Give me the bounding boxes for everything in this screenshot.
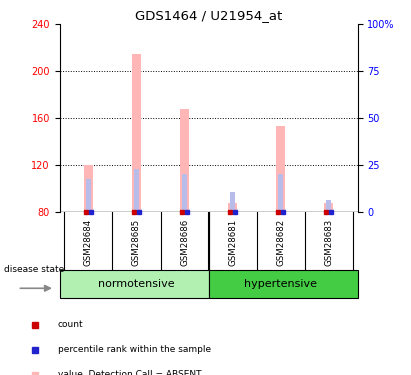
Bar [276, 126, 285, 212]
Text: GSM28684: GSM28684 [84, 219, 93, 266]
Text: GSM28686: GSM28686 [180, 219, 189, 266]
Bar [132, 54, 141, 212]
Title: GDS1464 / U21954_at: GDS1464 / U21954_at [135, 9, 282, 22]
Text: disease state: disease state [4, 265, 65, 274]
Bar [324, 202, 333, 212]
Bar [326, 200, 331, 212]
Bar [278, 174, 283, 212]
Text: hypertensive: hypertensive [244, 279, 317, 289]
Text: GSM28682: GSM28682 [276, 219, 285, 266]
Text: percentile rank within the sample: percentile rank within the sample [58, 345, 211, 354]
Bar [84, 165, 93, 212]
Bar [209, 270, 358, 298]
Bar [228, 202, 237, 212]
Bar [182, 174, 187, 212]
Text: value, Detection Call = ABSENT: value, Detection Call = ABSENT [58, 370, 201, 375]
Text: GSM28683: GSM28683 [324, 219, 333, 266]
Bar [86, 179, 91, 212]
Bar [230, 192, 235, 212]
Text: count: count [58, 320, 83, 329]
Bar [134, 168, 139, 212]
Text: normotensive: normotensive [98, 279, 175, 289]
Bar [60, 270, 209, 298]
Text: GSM28681: GSM28681 [228, 219, 237, 266]
Bar [180, 109, 189, 212]
Text: GSM28685: GSM28685 [132, 219, 141, 266]
